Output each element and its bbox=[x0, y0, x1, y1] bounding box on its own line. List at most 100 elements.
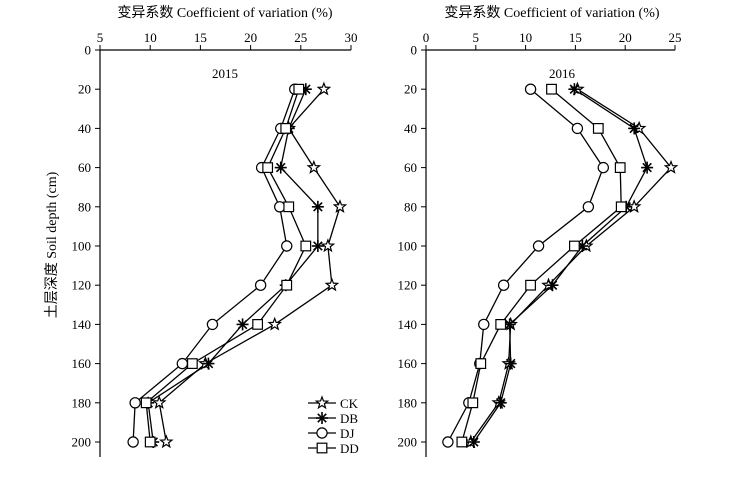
asterisk-stroke bbox=[317, 413, 327, 423]
y-tick-label: 120 bbox=[398, 278, 418, 293]
point-dd bbox=[281, 279, 293, 291]
x-tick-label: 15 bbox=[569, 30, 582, 45]
point-dd bbox=[280, 122, 292, 134]
legend-label: DD bbox=[340, 441, 359, 456]
point-dj bbox=[532, 240, 545, 252]
series-line-ck bbox=[470, 88, 672, 443]
legend-marker-db bbox=[316, 412, 328, 424]
legend-marker-dj bbox=[316, 427, 328, 439]
point-ck bbox=[332, 199, 348, 214]
point-ck bbox=[316, 81, 332, 96]
y-tick-label: 180 bbox=[72, 395, 92, 410]
point-dj bbox=[582, 201, 595, 213]
point-db bbox=[202, 357, 215, 370]
asterisk-stroke bbox=[313, 241, 323, 251]
point-dd bbox=[525, 279, 536, 291]
point-dj bbox=[571, 122, 584, 135]
series-line-dd bbox=[145, 88, 307, 443]
point-dd bbox=[140, 397, 152, 409]
point-ck bbox=[663, 159, 679, 174]
x-tick-label: 20 bbox=[619, 30, 632, 45]
point-dd bbox=[293, 83, 305, 95]
asterisk-stroke bbox=[203, 358, 214, 369]
x-tick-label: 15 bbox=[194, 30, 207, 45]
series-line-ck bbox=[158, 88, 341, 443]
point-ck bbox=[267, 316, 283, 331]
panel-year-label: 2015 bbox=[212, 66, 238, 81]
y-axis-label: 土层深度 Soil depth (cm) bbox=[44, 171, 60, 318]
x-axis-title: 变异系数 Coefficient of variation (%) bbox=[117, 5, 332, 21]
point-dj bbox=[524, 83, 537, 95]
y-tick-label: 200 bbox=[72, 435, 92, 450]
legend-label: DB bbox=[340, 411, 358, 426]
panel-2015: 5 10 15 20 25 30 变异系数 Coefficient of variation… bbox=[72, 5, 358, 457]
point-dd bbox=[615, 201, 627, 213]
point-dj bbox=[497, 279, 510, 291]
point-db bbox=[504, 357, 517, 370]
point-dd bbox=[456, 436, 468, 448]
y-tick-label: 0 bbox=[411, 43, 418, 58]
panel-2016: 0 5 10 15 20 25 变异系数 Coefficient of variation … bbox=[398, 5, 682, 457]
point-dd bbox=[467, 397, 479, 409]
asterisk-stroke bbox=[275, 162, 286, 173]
point-dj bbox=[281, 240, 293, 252]
y-tick-label: 100 bbox=[72, 239, 92, 254]
point-db bbox=[467, 436, 480, 448]
point-dd bbox=[614, 162, 626, 174]
legend-label: CK bbox=[340, 396, 359, 411]
point-dd bbox=[300, 240, 312, 252]
asterisk-stroke bbox=[547, 280, 558, 291]
point-dj bbox=[442, 436, 454, 448]
x-tick-label: 30 bbox=[345, 30, 358, 45]
point-dj bbox=[478, 318, 490, 331]
asterisk-stroke bbox=[237, 319, 248, 330]
point-db bbox=[311, 240, 324, 252]
y-tick-label: 60 bbox=[404, 160, 417, 175]
legend-label: DJ bbox=[340, 426, 354, 441]
asterisk-stroke bbox=[642, 162, 652, 173]
y-tick-label: 160 bbox=[72, 356, 92, 371]
legend-item-ck: CK bbox=[308, 395, 359, 411]
legend-marker-dd bbox=[316, 442, 328, 454]
x-axis-title: 变异系数 Coefficient of variation (%) bbox=[444, 5, 659, 21]
y-tick-label: 160 bbox=[398, 356, 418, 371]
point-dj bbox=[206, 318, 219, 331]
y-tick-label: 20 bbox=[78, 82, 91, 97]
x-tick-label: 25 bbox=[294, 30, 307, 45]
x-tick-label: 25 bbox=[669, 30, 682, 45]
point-db bbox=[494, 396, 507, 409]
y-tick-label: 0 bbox=[85, 43, 92, 58]
point-ck bbox=[306, 159, 322, 174]
asterisk-stroke bbox=[504, 319, 515, 330]
point-dd bbox=[252, 319, 264, 330]
point-dd bbox=[475, 358, 487, 369]
y-tick-label: 140 bbox=[72, 317, 92, 332]
x-tick-label: 20 bbox=[244, 30, 257, 45]
point-dd bbox=[592, 122, 604, 134]
point-dd bbox=[546, 83, 557, 95]
legend-item-dj: DJ bbox=[308, 426, 354, 441]
legend-item-db: DB bbox=[308, 411, 358, 426]
y-tick-label: 80 bbox=[78, 199, 91, 214]
asterisk-stroke bbox=[313, 201, 323, 212]
panel-year-label: 2016 bbox=[549, 66, 576, 81]
x-tick-label: 10 bbox=[144, 30, 157, 45]
series-line-db bbox=[147, 88, 319, 443]
point-dd bbox=[144, 436, 156, 448]
point-db bbox=[641, 161, 654, 174]
point-dd bbox=[283, 201, 295, 213]
x-tick-label: 5 bbox=[97, 30, 104, 45]
point-ck bbox=[626, 199, 642, 214]
point-dj bbox=[597, 161, 609, 174]
point-dd bbox=[262, 162, 274, 174]
y-tick-label: 140 bbox=[398, 317, 418, 332]
series-line-dj bbox=[132, 88, 296, 443]
point-ck bbox=[320, 238, 336, 253]
series-line-dj bbox=[447, 88, 605, 443]
x-tick-label: 5 bbox=[473, 30, 480, 45]
point-db bbox=[628, 122, 641, 135]
x-tick-label: 10 bbox=[519, 30, 532, 45]
y-tick-label: 40 bbox=[78, 121, 91, 136]
